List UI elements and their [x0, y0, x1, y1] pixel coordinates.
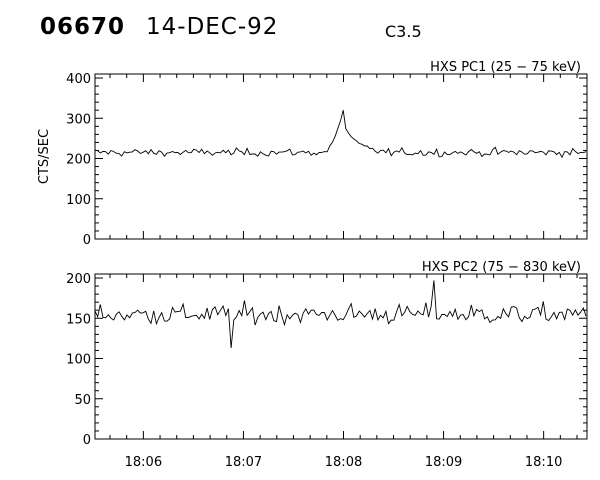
y-tick-label: 50: [74, 393, 91, 408]
goes-class: C3.5: [385, 22, 422, 41]
y-tick-label: 300: [66, 112, 91, 127]
panel-title: HXS PC2 (75 − 830 keV): [422, 260, 581, 275]
plot-frame: [94, 73, 588, 240]
count-rate-series: [94, 110, 587, 159]
y-tick-label: 150: [66, 312, 91, 327]
y-tick-label: 100: [66, 193, 91, 208]
x-tick-label: 18:08: [325, 455, 362, 470]
x-tick-label: 18:06: [125, 455, 162, 470]
panel-1: 0 100 200 300 400 HXS PC1 (25 − 75 keV) CTS/SE…: [37, 60, 588, 248]
y-axis-label: CTS/SEC: [37, 129, 52, 184]
x-tick-label: 18:09: [425, 455, 462, 470]
event-id: 06670: [40, 14, 126, 40]
panel-2: 0 50 100 150 200 18:06 18:07 18:08 18:09 18:10 HXS…: [66, 260, 588, 470]
y-tick-label: 400: [66, 72, 91, 87]
y-tick-label: 200: [66, 272, 91, 287]
event-date: 14-DEC-92: [146, 14, 279, 40]
y-tick-label: 100: [66, 353, 91, 368]
x-tick-label: 18:07: [225, 455, 262, 470]
y-tick-label: 200: [66, 153, 91, 168]
x-tick-label: 18:10: [525, 455, 562, 470]
y-tick-label: 0: [83, 433, 91, 448]
count-rate-series: [94, 280, 587, 349]
plot-frame: [94, 273, 588, 440]
panel-title: HXS PC1 (25 − 75 keV): [430, 60, 581, 75]
y-tick-label: 0: [83, 233, 91, 248]
